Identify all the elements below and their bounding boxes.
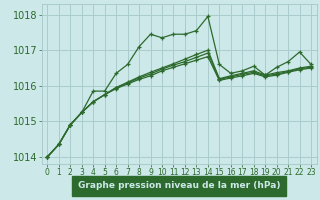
X-axis label: Graphe pression niveau de la mer (hPa): Graphe pression niveau de la mer (hPa) bbox=[78, 181, 280, 190]
